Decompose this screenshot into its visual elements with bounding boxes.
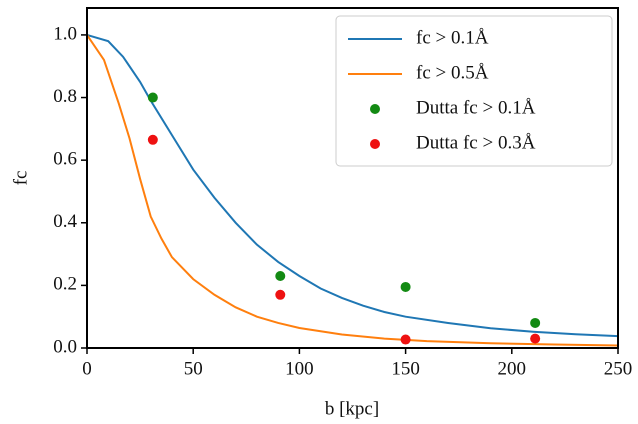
y-tick-label: 0.8 [53,86,77,107]
data-point [400,281,411,292]
x-tick-label: 0 [82,358,92,379]
plot-frame [86,7,619,349]
x-tick-label: 200 [498,358,527,379]
data-point [530,333,541,344]
x-axis-label: b [kpc] [325,398,379,419]
y-tick-label: 0.2 [53,274,77,295]
series-line [86,34,619,347]
legend-label: fc > 0.5Å [416,62,489,83]
y-tick-label: 1.0 [53,23,77,44]
data-point [275,270,286,281]
data-point [147,92,158,103]
x-tick-label: 100 [285,358,314,379]
y-tick-label: 0.4 [53,211,77,232]
legend-label: Dutta fc > 0.3Å [416,132,536,153]
data-point [530,317,541,328]
y-axis-label: fc [10,171,31,186]
x-tick-label: 250 [604,358,633,379]
data-point [400,334,411,345]
y-tick-label: 0.6 [53,149,77,170]
series-line [86,33,619,338]
legend-swatch [370,139,380,149]
legend-label: fc > 0.1Å [416,27,489,48]
y-tick-label: 0.0 [53,336,77,357]
x-tick-label: 150 [391,358,420,379]
legend-box [335,15,613,167]
data-point [147,134,158,145]
x-tick-label: 50 [184,358,203,379]
data-point [275,289,286,300]
legend-label: Dutta fc > 0.1Å [416,97,536,118]
legend-swatch [370,104,380,114]
